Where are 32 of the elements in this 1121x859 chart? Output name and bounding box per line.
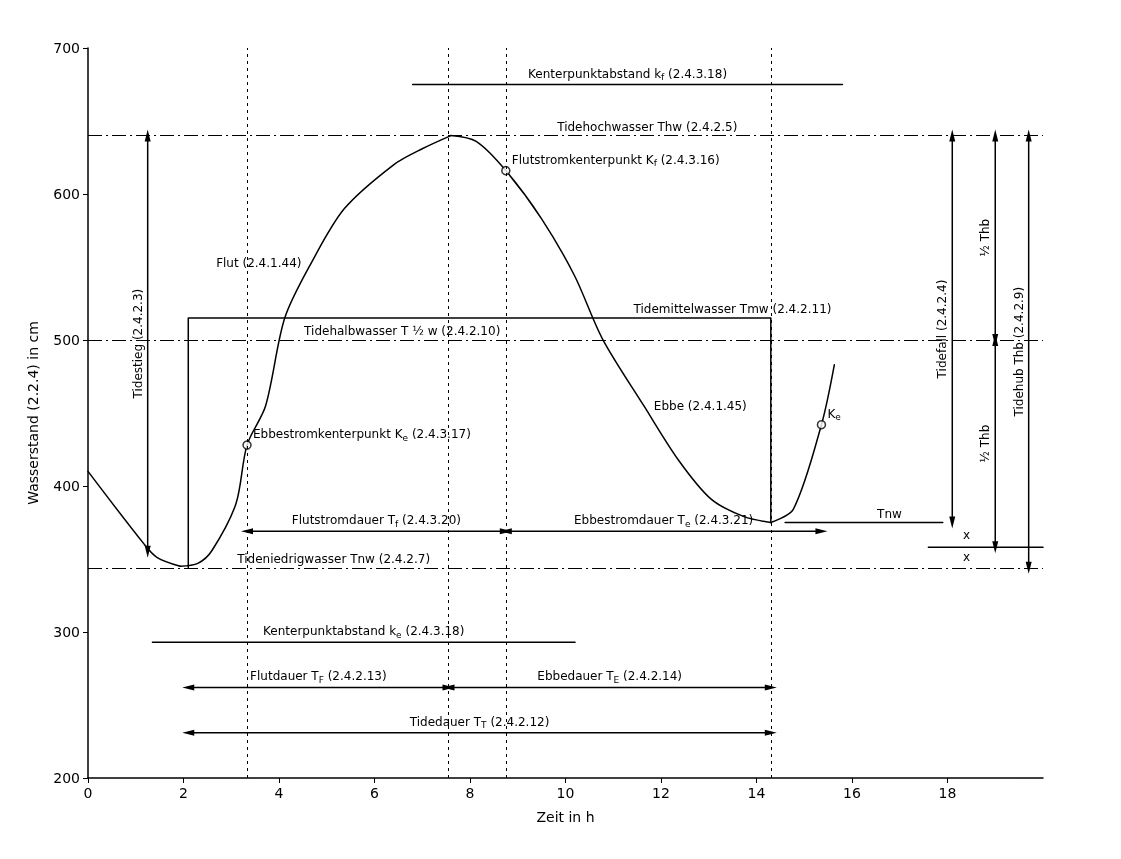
x-tick-label: 4 <box>274 785 284 801</box>
y-tick-label: 200 <box>53 770 80 786</box>
annotation: Tidehalbwasser T ½ w (2.4.2.10) <box>303 324 501 338</box>
x-tick-label: 14 <box>747 785 766 801</box>
y-axis-title: Wasserstand (2.2.4) in cm <box>25 321 41 505</box>
annotation: x <box>963 528 971 543</box>
annotation: Tidehochwasser Thw (2.4.2.5) <box>556 119 738 134</box>
y-tick-label: 600 <box>53 186 80 202</box>
series-label: Flut (2.4.1.44) <box>216 255 302 270</box>
text: ½ Thb <box>978 218 993 257</box>
annotation: Tnw <box>876 506 903 521</box>
y-tick-label: 700 <box>53 40 80 56</box>
x-tick-label: 18 <box>938 785 957 801</box>
x-tick-label: 2 <box>179 785 188 801</box>
y-tick-label: 300 <box>53 624 80 640</box>
x-tick-label: 0 <box>83 785 93 801</box>
x-tick-label: 12 <box>652 785 670 801</box>
x-tick-label: 10 <box>556 785 575 801</box>
x-tick-label: 8 <box>465 785 475 801</box>
annotation: Tidemittelwasser Tmw (2.4.2.11) <box>632 302 832 317</box>
annotation: Tideniedrigwasser Tnw (2.4.2.7) <box>236 551 431 566</box>
text: ½ Thb <box>978 424 993 463</box>
x-tick-label: 6 <box>370 785 380 801</box>
text: Tidefall (2.4.2.4) <box>935 279 950 380</box>
x-axis-title: Zeit in h <box>536 809 595 825</box>
text: Tidestieg (2.4.2.3) <box>130 288 145 400</box>
y-tick-label: 500 <box>53 332 80 348</box>
annotation: x <box>963 550 971 565</box>
y-tick-label: 400 <box>53 478 80 494</box>
x-tick-label: 16 <box>843 785 861 801</box>
text: Tidehub Thb (2.4.2.9) <box>1011 286 1026 418</box>
series-label: Ebbe (2.4.1.45) <box>653 398 747 413</box>
